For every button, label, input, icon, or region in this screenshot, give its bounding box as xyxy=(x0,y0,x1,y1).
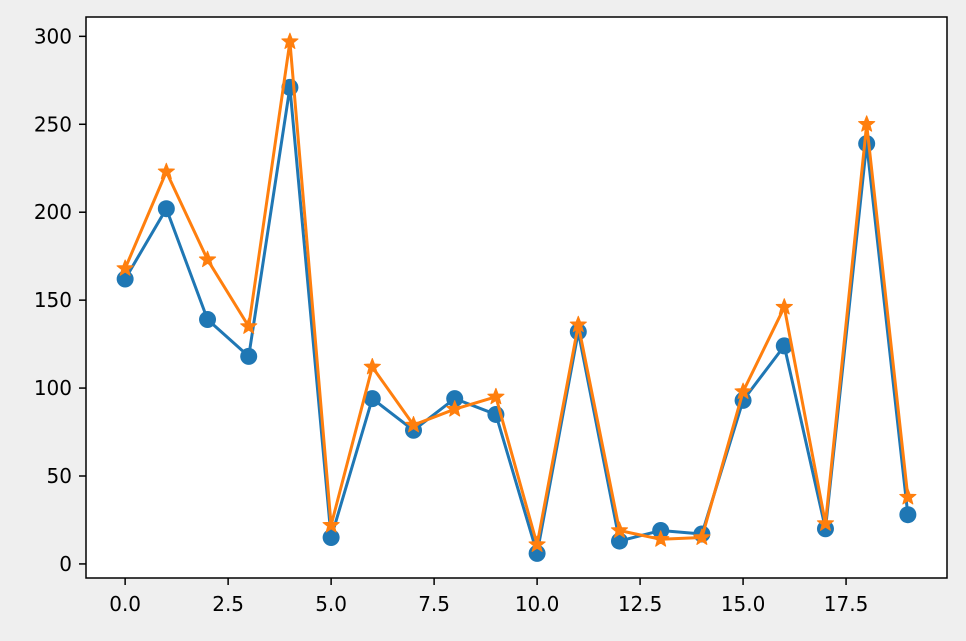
series-2-line xyxy=(123,40,910,547)
data-point-star xyxy=(652,530,670,547)
data-point-star xyxy=(734,382,752,399)
data-point-circle xyxy=(199,310,217,328)
x-tick-label: 10.0 xyxy=(515,592,560,616)
y-tick-label: 0 xyxy=(59,552,72,576)
y-axis: 0 50 100 150 200 250 300 xyxy=(34,24,86,576)
series-1-line xyxy=(123,85,910,555)
y-tick-label: 200 xyxy=(34,200,72,224)
data-point-circle xyxy=(610,532,628,550)
data-point-star xyxy=(775,298,793,315)
data-point-star xyxy=(157,162,175,180)
data-point-star xyxy=(899,488,917,505)
data-point-star xyxy=(858,115,876,132)
data-point-star xyxy=(240,317,258,334)
data-point-star xyxy=(487,387,505,405)
x-tick-label: 0.0 xyxy=(109,592,141,616)
data-point-circle xyxy=(363,390,381,408)
data-point-star xyxy=(363,357,381,375)
data-point-star xyxy=(528,535,546,552)
y-tick-label: 300 xyxy=(34,24,72,48)
data-point-star xyxy=(404,416,423,433)
data-point-circle xyxy=(116,270,134,288)
x-tick-label: 15.0 xyxy=(721,592,766,616)
data-point-circle xyxy=(775,337,793,355)
data-point-circle xyxy=(858,135,876,153)
data-point-circle xyxy=(446,390,464,408)
x-tick-label: 7.5 xyxy=(418,592,450,616)
data-point-star xyxy=(322,516,340,533)
data-point-circle xyxy=(157,200,175,218)
x-axis: 0.0 2.5 5.0 7.5 10.0 12.5 15.0 17.5 xyxy=(109,578,868,616)
y-tick-label: 250 xyxy=(34,112,72,136)
data-point-circle xyxy=(240,347,258,365)
x-tick-label: 12.5 xyxy=(618,592,663,616)
series-layer xyxy=(116,32,917,562)
data-point-star xyxy=(446,400,464,417)
data-point-star xyxy=(569,315,587,333)
x-tick-label: 5.0 xyxy=(315,592,347,616)
data-point-star xyxy=(610,521,629,538)
data-point-star xyxy=(693,528,711,545)
data-point-star xyxy=(116,259,134,276)
y-tick-label: 100 xyxy=(34,376,72,400)
plot-frame xyxy=(85,16,948,579)
data-point-circle xyxy=(322,529,340,547)
series-2 xyxy=(116,32,917,552)
data-point-star xyxy=(281,32,299,49)
x-tick-label: 17.5 xyxy=(824,592,869,616)
y-tick-label: 150 xyxy=(34,288,72,312)
x-tick-label: 2.5 xyxy=(212,592,244,616)
data-point-star xyxy=(198,250,217,268)
data-point-circle xyxy=(899,506,917,524)
y-tick-label: 50 xyxy=(47,464,72,488)
data-point-star xyxy=(816,514,835,531)
